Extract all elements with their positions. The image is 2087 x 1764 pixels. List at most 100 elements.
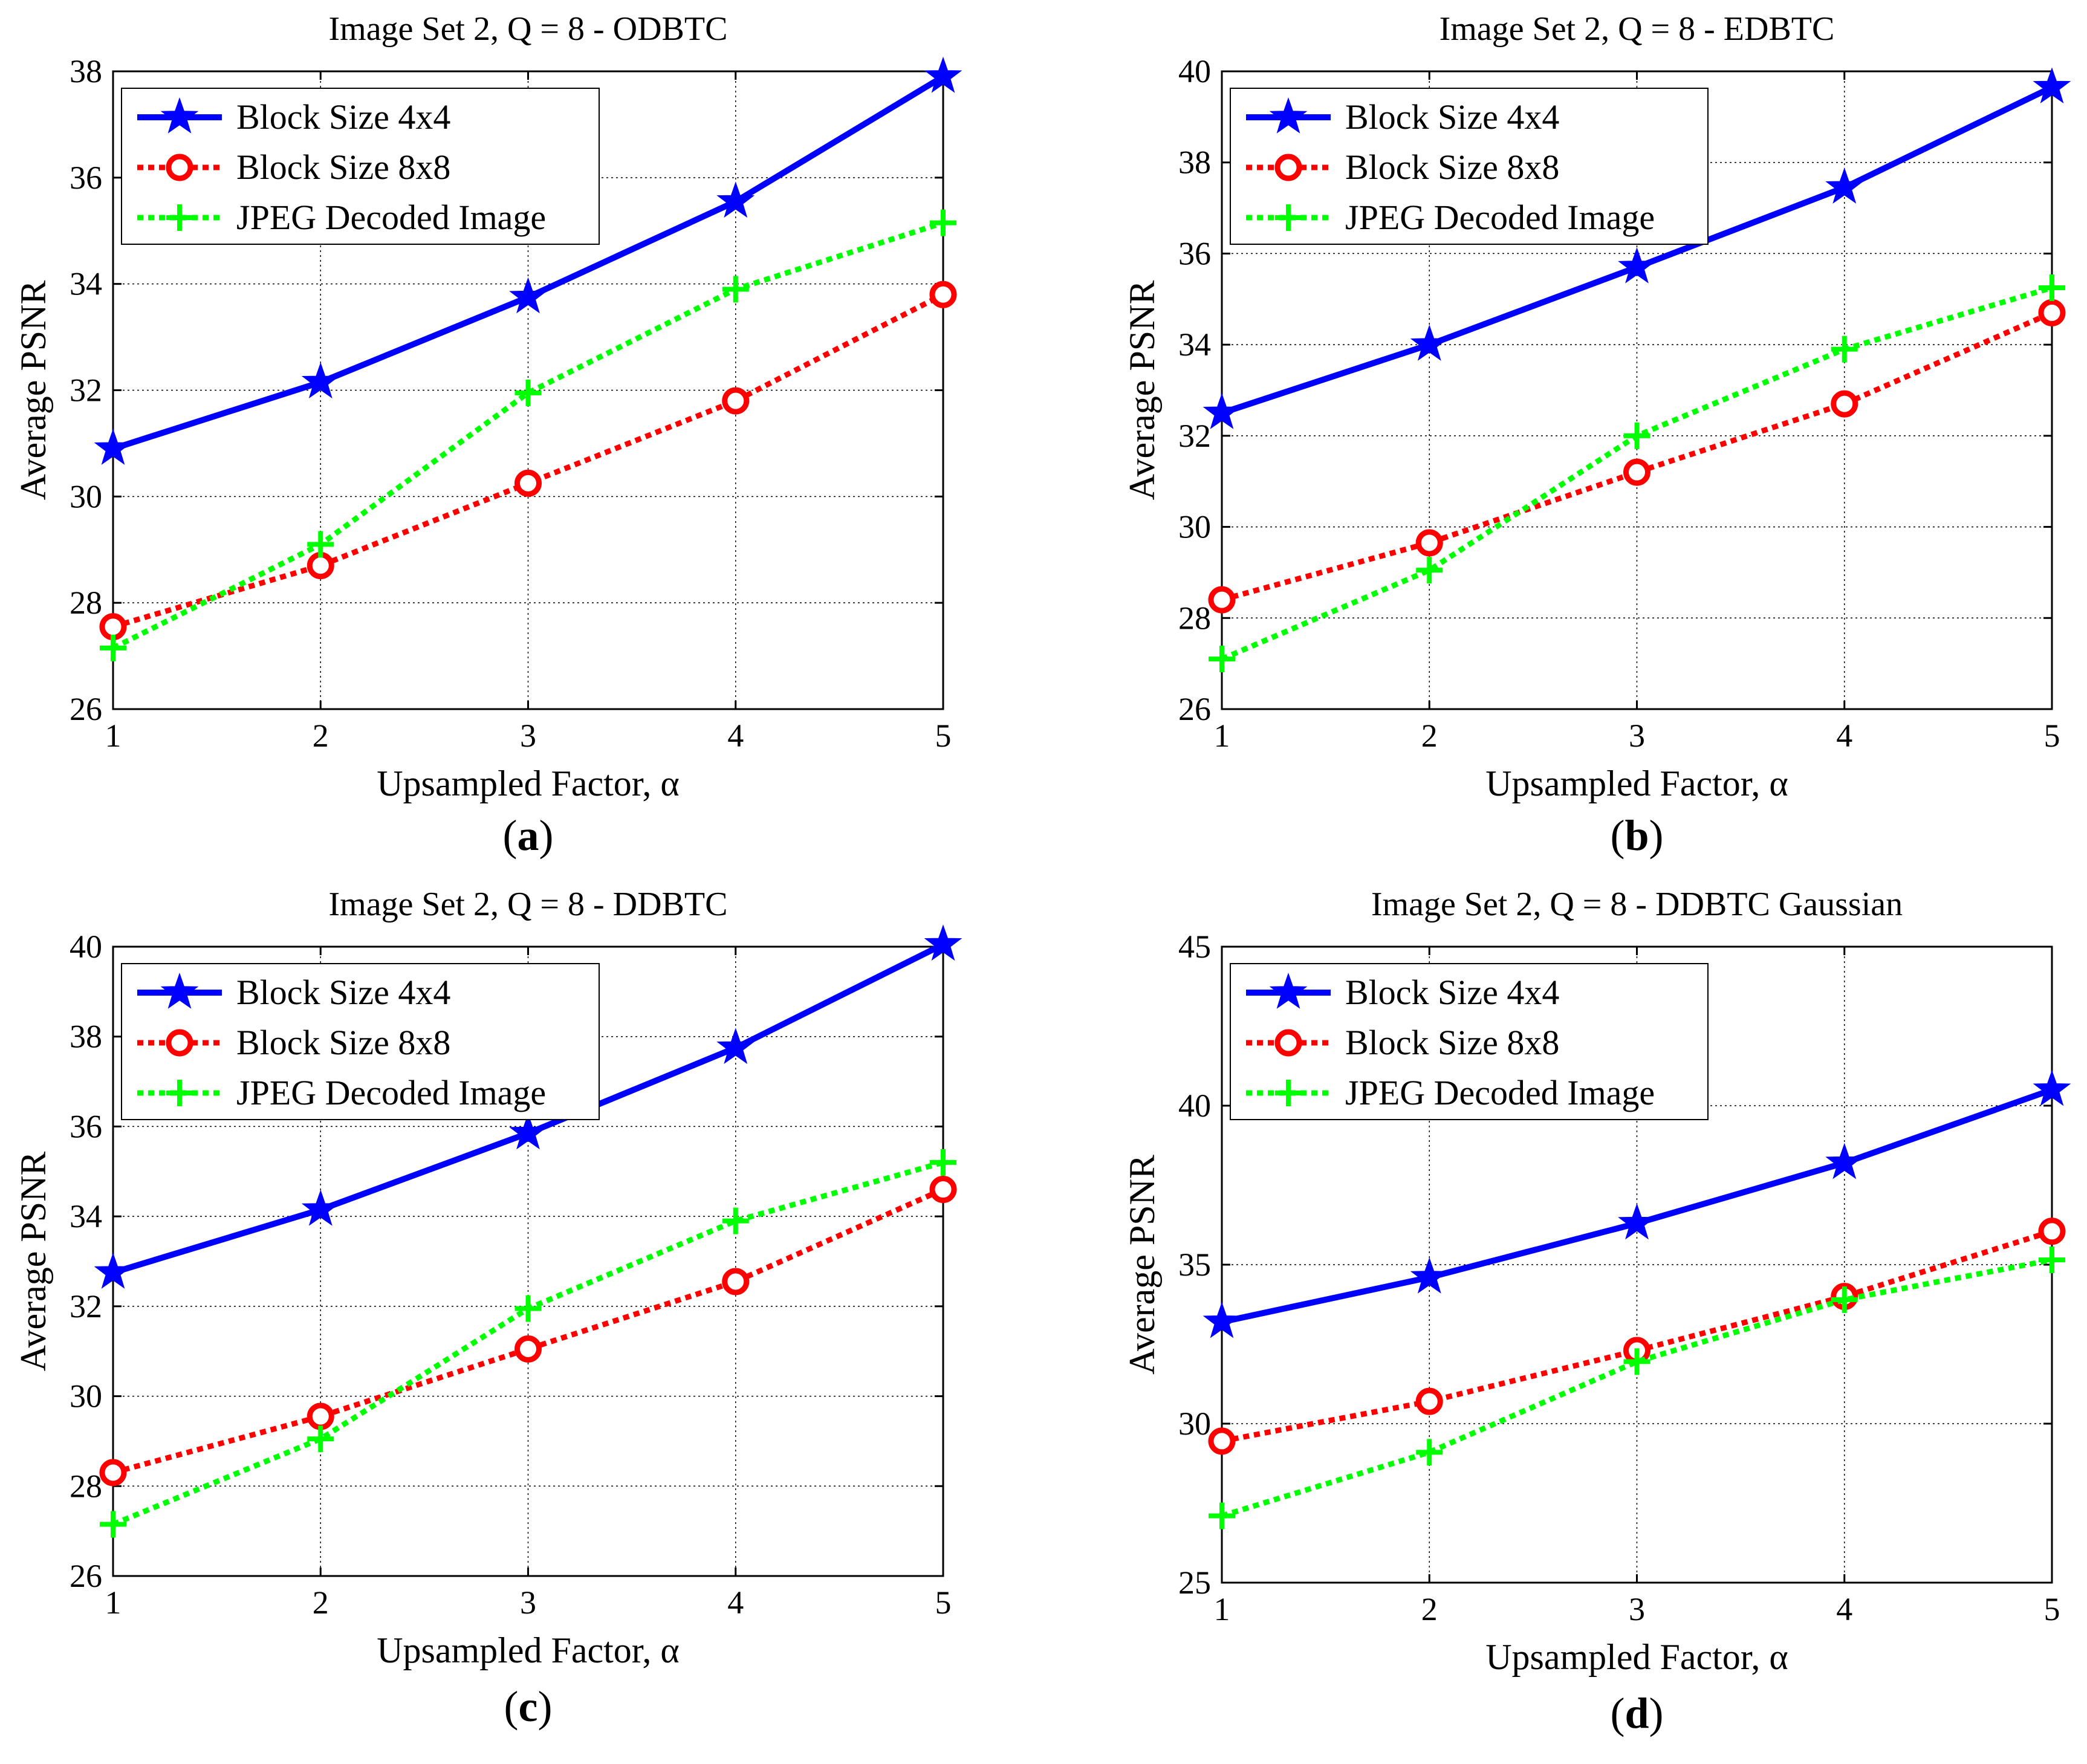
legend: Block Size 4x4 Block Size 8x8 JPEG Decoded… <box>1230 88 1709 245</box>
x-tick-label: 5 <box>935 718 952 754</box>
x-axis-label: Upsampled Factor, α <box>377 1630 680 1670</box>
data-point <box>1416 557 1443 584</box>
x-tick-label: 3 <box>1629 718 1645 754</box>
y-tick-label: 32 <box>1178 418 1211 454</box>
legend-swatch-marker <box>1269 972 1308 1009</box>
data-point <box>722 1268 750 1295</box>
legend-swatch-marker <box>1274 1029 1302 1057</box>
y-tick-label: 40 <box>70 929 102 965</box>
data-point <box>1618 1203 1656 1240</box>
series-line <box>1221 1257 2053 1519</box>
legend-swatch-marker <box>1269 97 1308 134</box>
data-point <box>2033 67 2071 104</box>
x-tick-label: 2 <box>313 718 329 754</box>
data-point <box>2038 299 2066 326</box>
legend-entry: Block Size 4x4 <box>236 97 450 137</box>
x-tick-label: 4 <box>1836 718 1852 754</box>
y-axis-label: Average PSNR <box>1122 1155 1162 1375</box>
x-axis-label: Upsampled Factor, α <box>1485 1637 1788 1677</box>
data-point <box>301 1189 340 1226</box>
y-axis-label: Average PSNR <box>13 280 53 501</box>
y-tick-label: 30 <box>1178 1406 1211 1442</box>
data-point <box>1410 325 1449 361</box>
legend-swatch-marker <box>160 97 199 134</box>
data-point <box>100 634 126 661</box>
y-tick-label: 34 <box>70 266 102 302</box>
data-point <box>930 209 956 236</box>
data-point <box>1623 422 1650 449</box>
data-point <box>1416 1439 1443 1466</box>
y-tick-label: 38 <box>70 53 102 89</box>
x-axis-label: Upsampled Factor, α <box>377 764 680 803</box>
data-point <box>307 531 334 558</box>
x-tick-label: 2 <box>1421 1591 1438 1627</box>
data-point <box>1623 458 1650 486</box>
legend-entry: Block Size 8x8 <box>236 1023 450 1062</box>
y-tick-label: 40 <box>1178 1088 1211 1124</box>
data-point <box>2038 1218 2066 1245</box>
x-tick-label: 5 <box>935 1584 952 1621</box>
y-axis-label: Average PSNR <box>1122 280 1162 501</box>
x-tick-label: 3 <box>520 1584 536 1621</box>
y-tick-label: 25 <box>1178 1565 1211 1601</box>
x-tick-label: 3 <box>520 718 536 754</box>
series-line <box>1221 310 2053 603</box>
series-line <box>111 220 944 650</box>
data-point <box>307 1402 334 1430</box>
x-tick-label: 2 <box>313 1584 329 1621</box>
legend: Block Size 4x4 Block Size 8x8 JPEG Decoded… <box>121 88 600 245</box>
y-tick-label: 38 <box>70 1019 102 1055</box>
data-point <box>722 1207 749 1234</box>
y-tick-label: 45 <box>1178 929 1211 965</box>
legend-entry: JPEG Decoded Image <box>1345 1073 1655 1112</box>
data-point <box>1415 1387 1443 1415</box>
y-tick-label: 30 <box>70 478 102 514</box>
x-tick-label: 1 <box>1214 718 1230 754</box>
data-point <box>99 1459 127 1487</box>
panel-caption: (b) <box>1610 811 1663 860</box>
legend-swatch-marker <box>166 204 193 231</box>
series-2 <box>99 1176 957 1487</box>
legend-entry: JPEG Decoded Image <box>236 198 546 237</box>
data-point <box>514 1295 542 1322</box>
panel-caption: (a) <box>503 811 554 860</box>
data-point <box>1410 1257 1449 1294</box>
data-point <box>1415 529 1443 557</box>
legend: Block Size 4x4 Block Size 8x8 JPEG Decoded… <box>1230 963 1709 1120</box>
x-axis-label: Upsampled Factor, α <box>1485 764 1788 803</box>
chart-title: Image Set 2, Q = 8 - ODBTC <box>329 10 728 48</box>
data-point <box>1209 1502 1235 1529</box>
y-tick-label: 32 <box>70 372 102 409</box>
data-point <box>1203 1302 1241 1338</box>
y-tick-label: 34 <box>70 1198 102 1234</box>
data-point <box>99 613 127 641</box>
series-3 <box>1209 274 2065 673</box>
data-point <box>716 181 755 218</box>
data-point <box>722 276 749 303</box>
data-point <box>1831 390 1858 418</box>
chart-title: Image Set 2, Q = 8 - EDBTC <box>1439 10 1835 48</box>
legend-swatch-marker <box>160 972 199 1009</box>
data-point <box>1825 1143 1864 1179</box>
x-tick-label: 4 <box>727 718 744 754</box>
data-point <box>94 429 132 465</box>
y-tick-label: 36 <box>1178 235 1211 271</box>
x-tick-label: 5 <box>2044 1591 2060 1627</box>
data-point <box>307 1425 334 1453</box>
y-tick-label: 38 <box>1178 144 1211 181</box>
legend-entry: Block Size 8x8 <box>236 148 450 187</box>
x-tick-label: 1 <box>105 718 122 754</box>
y-tick-label: 36 <box>70 1108 102 1144</box>
y-axis-label: Average PSNR <box>13 1152 53 1372</box>
legend-entry: JPEG Decoded Image <box>236 1073 546 1112</box>
legend-swatch-marker <box>166 154 193 181</box>
x-tick-label: 3 <box>1629 1591 1645 1627</box>
data-point <box>514 469 542 497</box>
series-3 <box>1209 1247 2065 1529</box>
panel-caption: (d) <box>1610 1689 1663 1737</box>
y-tick-label: 34 <box>1178 326 1211 363</box>
legend-entry: Block Size 4x4 <box>1345 97 1559 137</box>
data-point <box>1831 336 1858 363</box>
y-tick-label: 26 <box>1178 691 1211 727</box>
